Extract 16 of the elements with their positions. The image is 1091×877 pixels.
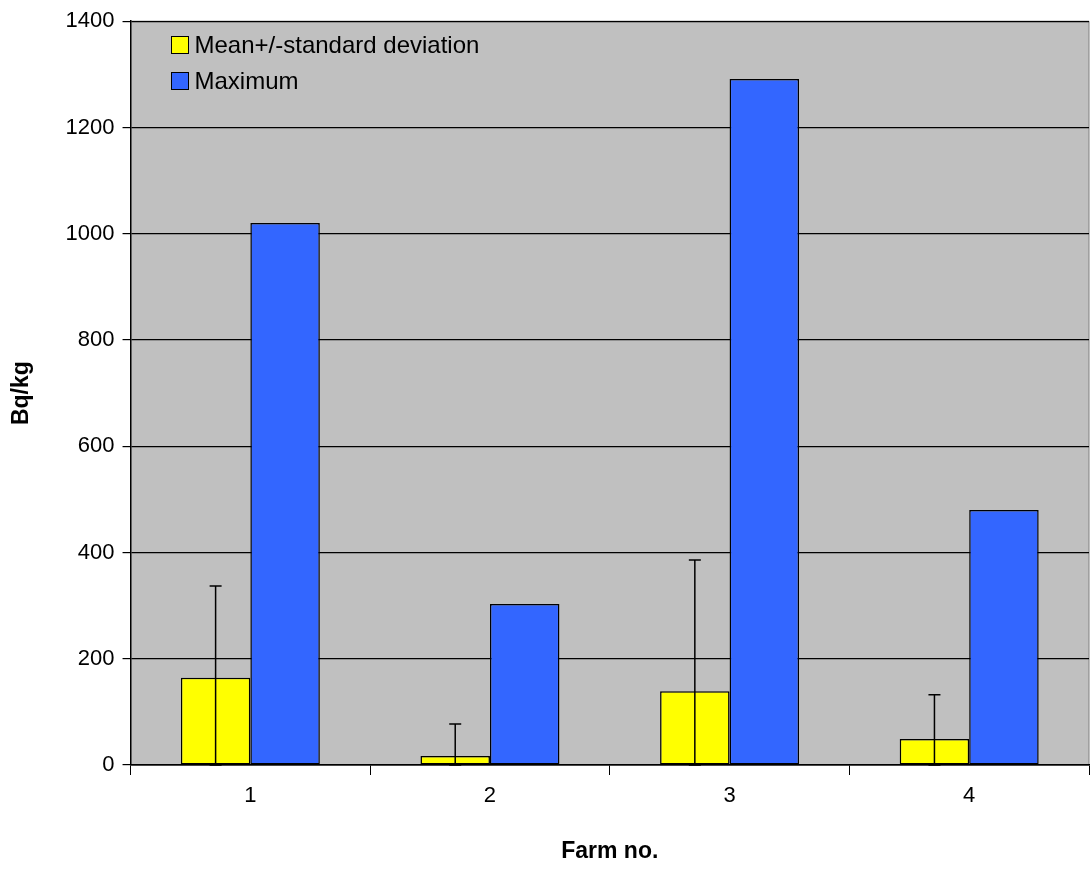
x-tick-label: 4 [963, 782, 976, 808]
y-tick-label: 1400 [65, 7, 115, 33]
y-tick-label: 400 [77, 538, 115, 564]
x-axis-title: Farm no. [561, 836, 659, 863]
y-tick-label: 200 [77, 644, 115, 670]
x-tick-label: 3 [723, 782, 736, 808]
y-tick-label: 0 [102, 751, 115, 777]
y-tick-label: 1000 [65, 219, 115, 245]
y-tick-label: 800 [77, 326, 115, 352]
y-tick-label: 1200 [65, 113, 115, 139]
legend-label: Mean+/-standard deviation [194, 30, 480, 61]
y-tick-label: 600 [77, 432, 115, 458]
x-tick-label: 1 [244, 782, 257, 808]
x-tick-label: 2 [483, 782, 497, 808]
y-axis-title: Bq/kg [7, 361, 34, 426]
legend-label: Maximum [194, 66, 299, 97]
